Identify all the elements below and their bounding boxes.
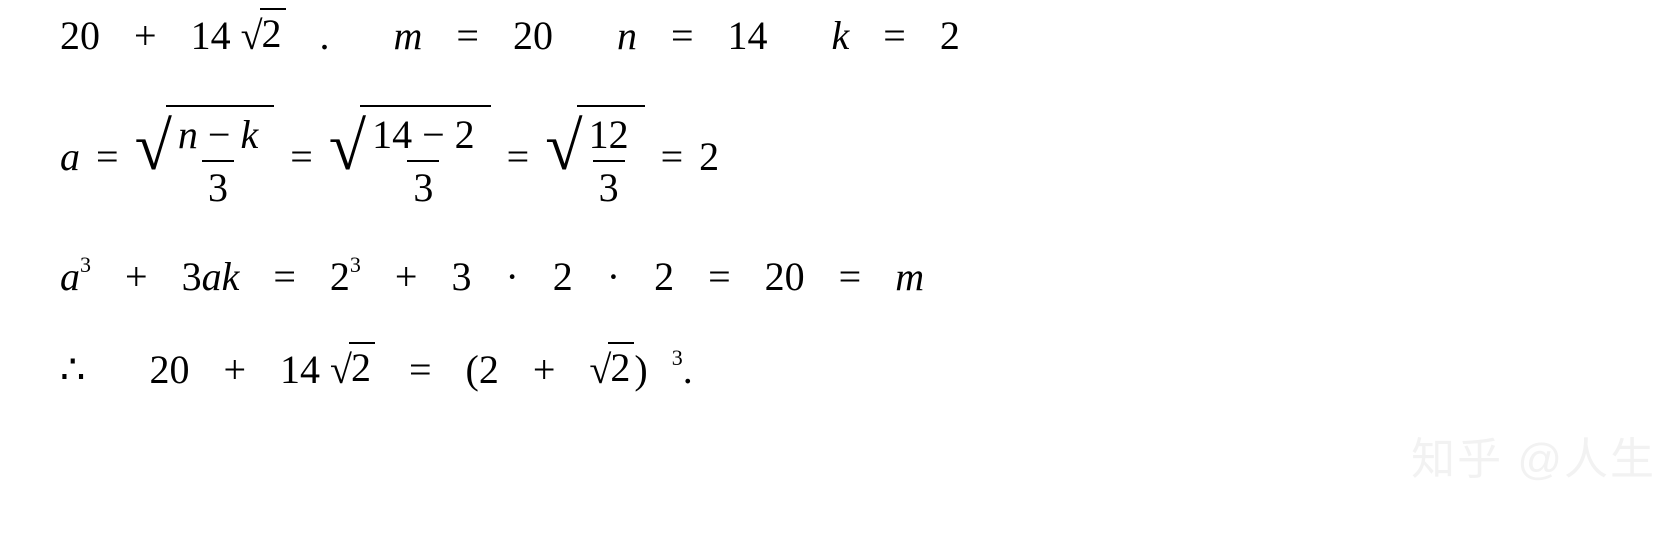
plus-op: + [223,347,246,392]
var-a: a [60,133,80,180]
sqrt-frac-12-3: √ 12 3 [545,105,644,211]
var-k: k [222,254,240,299]
frac-12-3: 12 3 [583,111,635,211]
num-20: 20 [765,254,805,299]
exp-3: 3 [80,252,91,277]
exp-3: 3 [672,345,683,370]
period: . [320,13,330,58]
plus-op: + [533,347,556,392]
eq: = [501,133,536,180]
n-val: 14 [728,13,768,58]
eq: = [273,254,296,299]
var-m: m [895,254,924,299]
plus-op: + [134,13,157,58]
sqrt-2: √2 [330,344,375,393]
eq: = [883,13,906,58]
var-m: m [394,13,423,58]
sqrt-2: √2 [241,10,286,59]
result-2: 2 [699,133,719,180]
zhihu-watermark: 知乎 @人生 [1411,423,1656,487]
lparen: ( [466,347,479,392]
sqrt-frac-nk3: √ n − k 3 [135,105,275,211]
cdot: · [505,254,518,299]
num-2: 2 [479,347,499,392]
exp-3: 3 [350,252,361,277]
var-a: a [60,254,80,299]
eq: = [409,347,432,392]
var-n: n [617,13,637,58]
eq: = [456,13,479,58]
line-2: a = √ n − k 3 = √ 14 − 2 3 = √ [60,103,1620,209]
num-2: 2 [553,254,573,299]
therefore-symbol: ∴ [60,347,85,392]
eq: = [90,133,125,180]
frac-14-2-3: 14 − 2 3 [366,111,481,211]
math-derivation-block: 20 + 14 √2 . m = 20 n = 14 k = 2 a = √ [0,0,1680,393]
rparen: ) [634,347,647,392]
sqrt-frac-14-2-3: √ 14 − 2 3 [329,105,491,211]
line-4-conclusion: ∴ 20 + 14 √2 = (2 + √2 ) 3. [60,344,1620,393]
num-20: 20 [60,13,100,58]
eq: = [284,133,319,180]
var-a: a [202,254,222,299]
num-2: 2 [330,254,350,299]
num-20: 20 [149,347,189,392]
k-val: 2 [940,13,960,58]
m-val: 20 [513,13,553,58]
num-2: 2 [654,254,674,299]
eq: = [708,254,731,299]
eq: = [655,133,690,180]
line-3: a3 + 3ak = 23 + 3 · 2 · 2 = 20 = m [60,253,1620,300]
period: . [683,347,693,392]
num-3: 3 [451,254,471,299]
plus-op: + [125,254,148,299]
var-k: k [832,13,850,58]
frac-nk3: n − k 3 [172,111,264,211]
eq: = [671,13,694,58]
plus-op: + [395,254,418,299]
cdot: · [607,254,620,299]
line-1: 20 + 14 √2 . m = 20 n = 14 k = 2 [60,10,1620,59]
num-14: 14 [280,347,320,392]
eq: = [839,254,862,299]
num-3: 3 [182,254,202,299]
num-14: 14 [191,13,231,58]
sqrt-2: √2 [589,344,634,393]
